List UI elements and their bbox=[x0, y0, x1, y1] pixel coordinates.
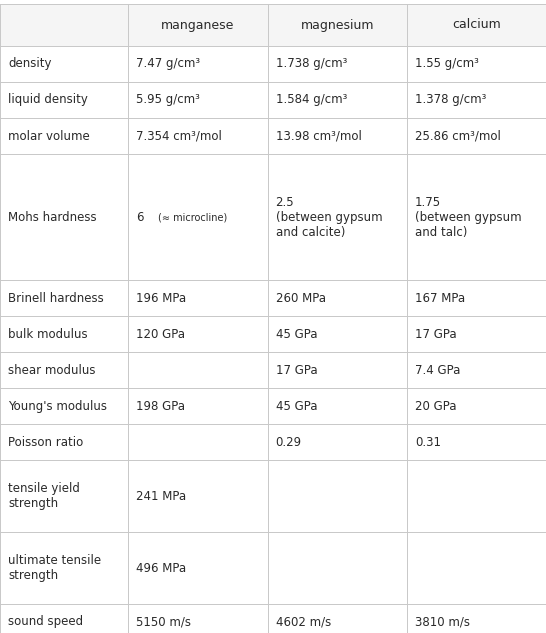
Bar bbox=[0, 118, 546, 154]
Bar bbox=[0, 352, 546, 388]
Text: Poisson ratio: Poisson ratio bbox=[8, 436, 83, 449]
Text: 1.378 g/cm³: 1.378 g/cm³ bbox=[415, 94, 486, 106]
Text: 25.86 cm³/mol: 25.86 cm³/mol bbox=[415, 130, 501, 142]
Text: 7.47 g/cm³: 7.47 g/cm³ bbox=[136, 58, 200, 70]
Text: 120 GPa: 120 GPa bbox=[136, 327, 185, 341]
Text: shear modulus: shear modulus bbox=[8, 363, 96, 377]
Text: 17 GPa: 17 GPa bbox=[276, 363, 317, 377]
Text: sound speed: sound speed bbox=[8, 615, 83, 629]
Text: 241 MPa: 241 MPa bbox=[136, 489, 186, 503]
Text: (≈ microcline): (≈ microcline) bbox=[158, 212, 228, 222]
Text: 2.5
(between gypsum
and calcite): 2.5 (between gypsum and calcite) bbox=[276, 196, 382, 239]
Text: Young's modulus: Young's modulus bbox=[8, 399, 107, 413]
Bar bbox=[0, 532, 546, 604]
Text: 1.75
(between gypsum
and talc): 1.75 (between gypsum and talc) bbox=[415, 196, 521, 239]
Bar bbox=[0, 388, 546, 424]
Text: 7.4 GPa: 7.4 GPa bbox=[415, 363, 460, 377]
Text: 167 MPa: 167 MPa bbox=[415, 292, 465, 304]
Bar bbox=[0, 154, 546, 280]
Text: magnesium: magnesium bbox=[300, 18, 374, 32]
Text: Mohs hardness: Mohs hardness bbox=[8, 211, 97, 223]
Text: tensile yield
strength: tensile yield strength bbox=[8, 482, 80, 510]
Text: density: density bbox=[8, 58, 51, 70]
Text: 13.98 cm³/mol: 13.98 cm³/mol bbox=[276, 130, 361, 142]
Text: 0.29: 0.29 bbox=[276, 436, 301, 449]
Text: 5.95 g/cm³: 5.95 g/cm³ bbox=[136, 94, 200, 106]
Bar bbox=[0, 316, 546, 352]
Text: 0.31: 0.31 bbox=[415, 436, 441, 449]
Bar bbox=[0, 280, 546, 316]
Text: 496 MPa: 496 MPa bbox=[136, 561, 186, 575]
Text: 6: 6 bbox=[136, 211, 144, 223]
Text: 3810 m/s: 3810 m/s bbox=[415, 615, 470, 629]
Bar bbox=[0, 460, 546, 532]
Text: calcium: calcium bbox=[452, 18, 501, 32]
Bar bbox=[0, 4, 546, 46]
Text: liquid density: liquid density bbox=[8, 94, 88, 106]
Bar bbox=[0, 82, 546, 118]
Text: 4602 m/s: 4602 m/s bbox=[276, 615, 331, 629]
Text: 198 GPa: 198 GPa bbox=[136, 399, 185, 413]
Text: molar volume: molar volume bbox=[8, 130, 90, 142]
Text: 1.584 g/cm³: 1.584 g/cm³ bbox=[276, 94, 347, 106]
Text: 20 GPa: 20 GPa bbox=[415, 399, 456, 413]
Text: 1.55 g/cm³: 1.55 g/cm³ bbox=[415, 58, 479, 70]
Text: 17 GPa: 17 GPa bbox=[415, 327, 456, 341]
Text: bulk modulus: bulk modulus bbox=[8, 327, 87, 341]
Bar bbox=[0, 424, 546, 460]
Bar bbox=[0, 604, 546, 633]
Text: Brinell hardness: Brinell hardness bbox=[8, 292, 104, 304]
Text: 5150 m/s: 5150 m/s bbox=[136, 615, 191, 629]
Text: ultimate tensile
strength: ultimate tensile strength bbox=[8, 554, 101, 582]
Text: 1.738 g/cm³: 1.738 g/cm³ bbox=[276, 58, 347, 70]
Text: 7.354 cm³/mol: 7.354 cm³/mol bbox=[136, 130, 222, 142]
Text: 45 GPa: 45 GPa bbox=[276, 327, 317, 341]
Text: 45 GPa: 45 GPa bbox=[276, 399, 317, 413]
Text: 260 MPa: 260 MPa bbox=[276, 292, 325, 304]
Text: 196 MPa: 196 MPa bbox=[136, 292, 186, 304]
Text: manganese: manganese bbox=[161, 18, 235, 32]
Bar bbox=[0, 46, 546, 82]
